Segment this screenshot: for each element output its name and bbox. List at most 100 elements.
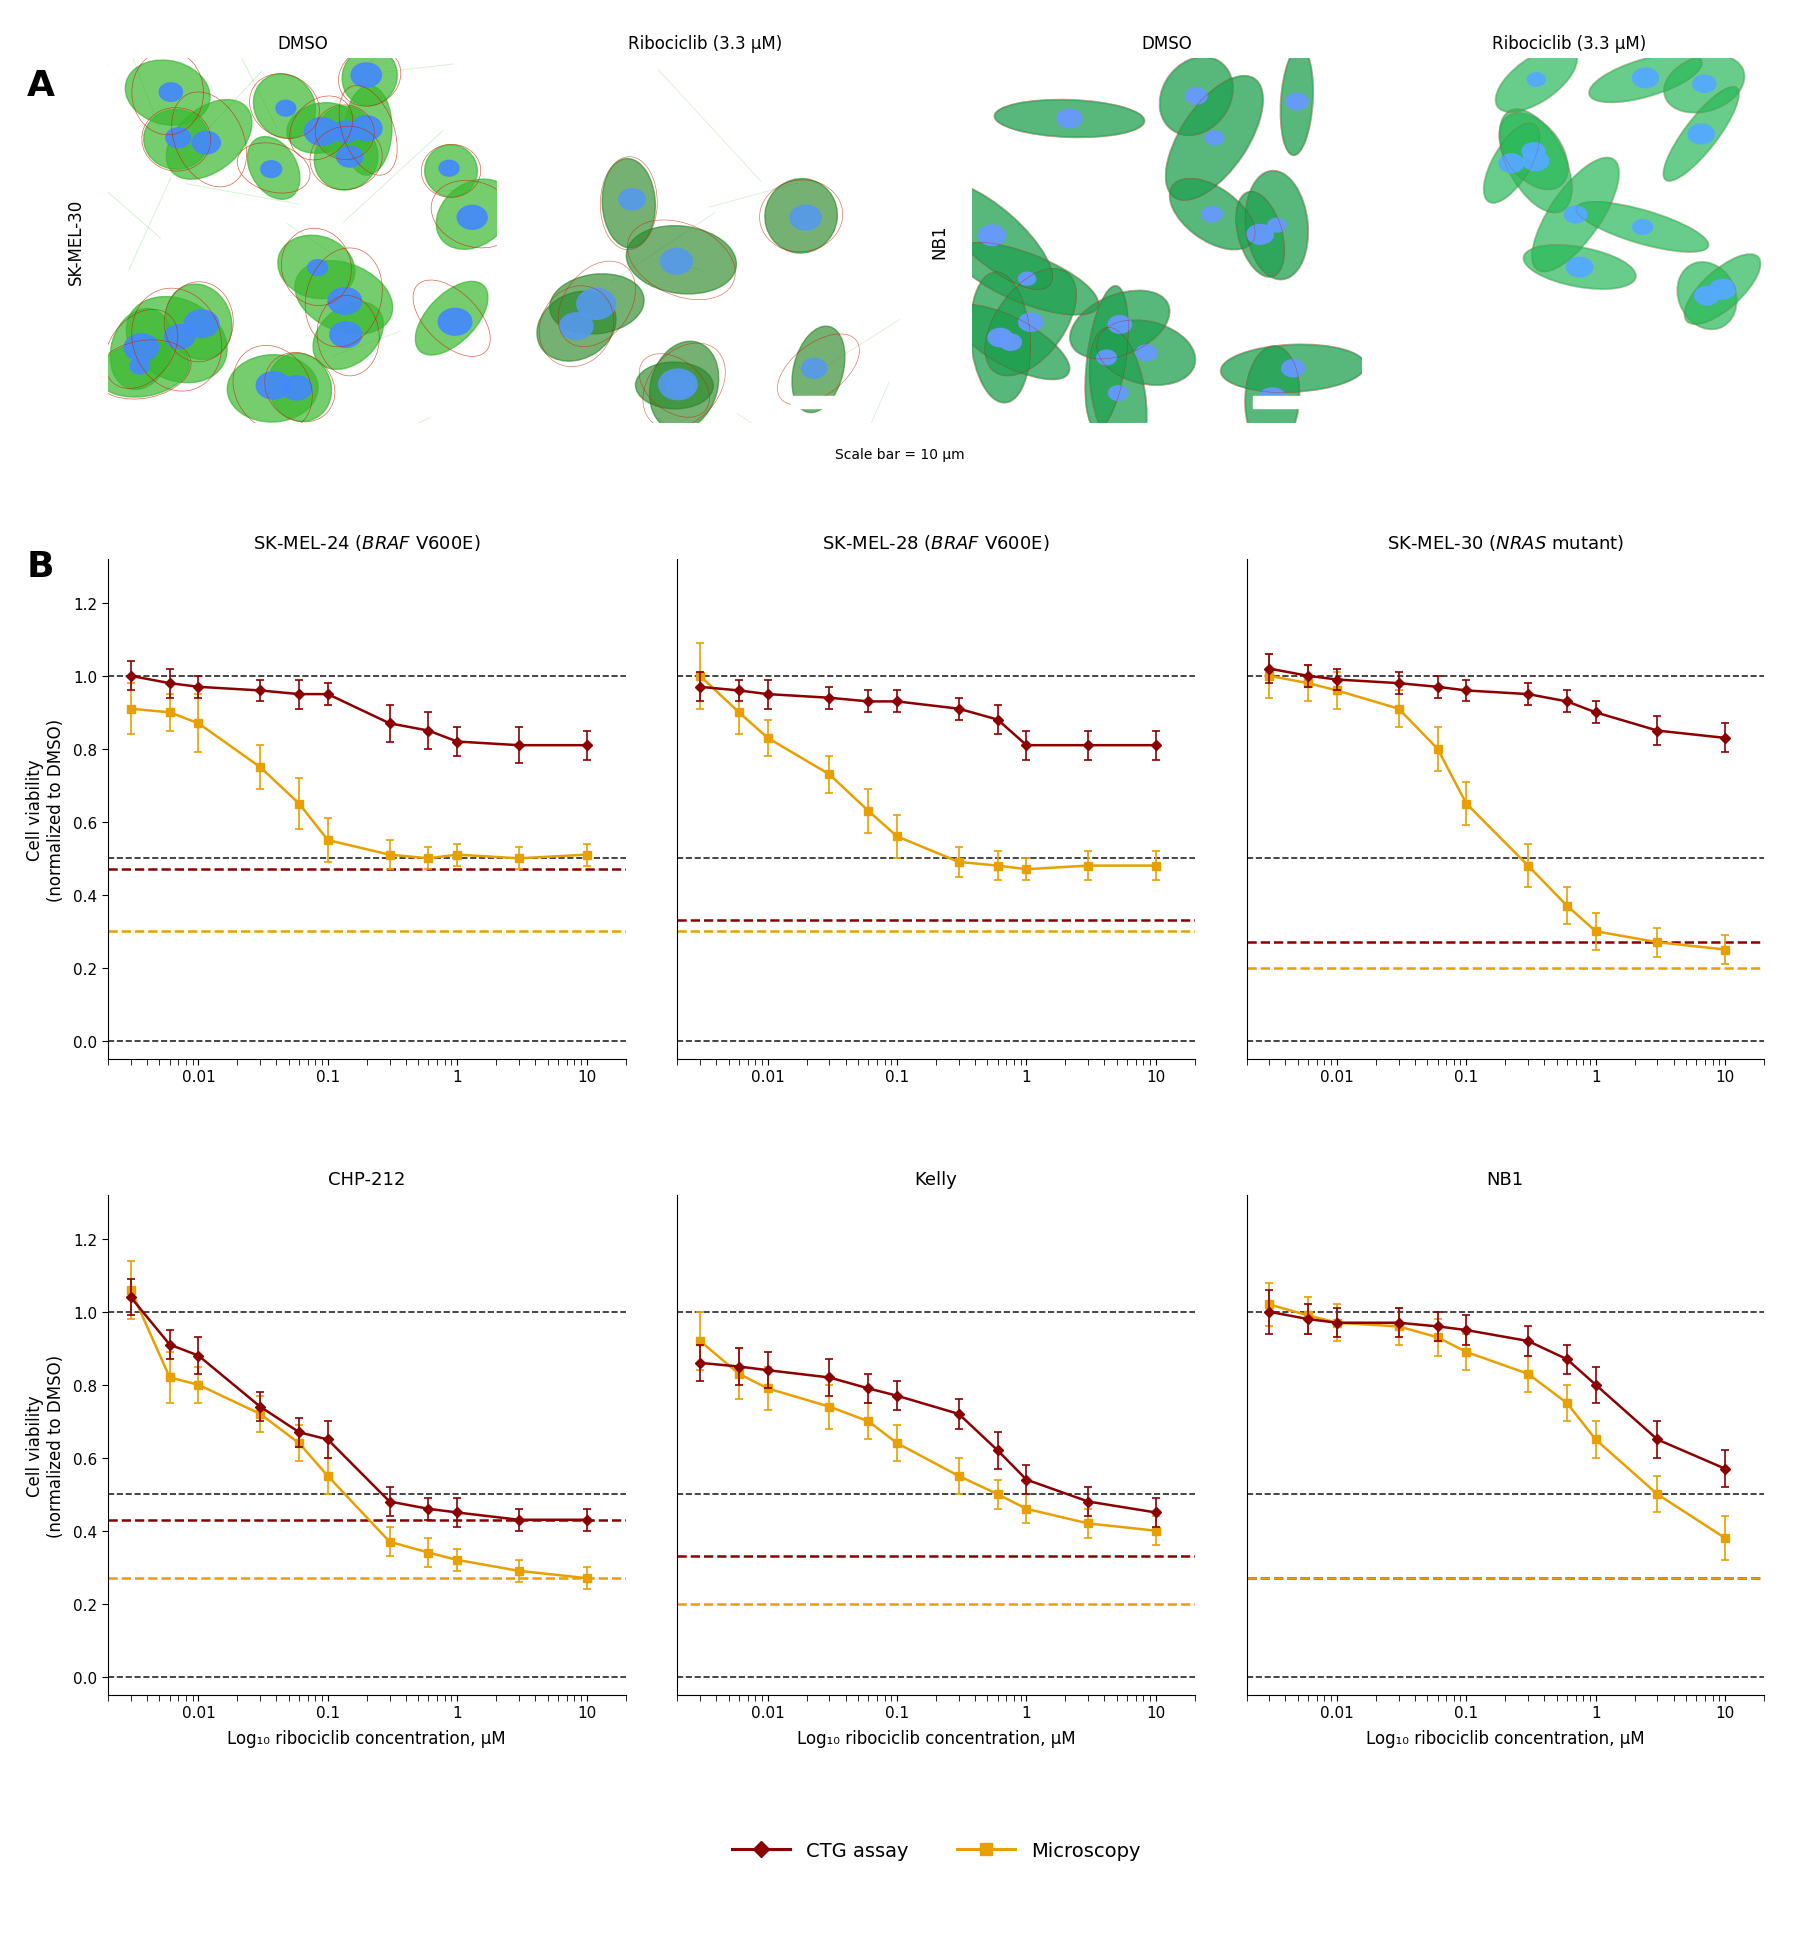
Ellipse shape <box>331 121 360 143</box>
Ellipse shape <box>1496 49 1577 114</box>
Ellipse shape <box>1170 180 1255 250</box>
Ellipse shape <box>281 376 311 401</box>
X-axis label: Log₁₀ ribociclib concentration, μM: Log₁₀ ribociclib concentration, μM <box>1366 1728 1645 1748</box>
Ellipse shape <box>254 74 315 139</box>
Ellipse shape <box>1692 76 1715 94</box>
Bar <box>1654 397 1737 409</box>
Text: DMSO: DMSO <box>1141 35 1192 53</box>
Text: A: A <box>27 68 56 102</box>
Y-axis label: Cell viability
(normalized to DMSO): Cell viability (normalized to DMSO) <box>27 1354 65 1536</box>
Ellipse shape <box>1136 346 1157 362</box>
Ellipse shape <box>1525 247 1636 290</box>
Ellipse shape <box>1663 88 1739 182</box>
Ellipse shape <box>166 100 252 180</box>
Ellipse shape <box>1282 49 1312 157</box>
Ellipse shape <box>986 270 1076 376</box>
Ellipse shape <box>439 160 459 176</box>
Title: CHP-212: CHP-212 <box>328 1170 405 1188</box>
Ellipse shape <box>164 325 194 350</box>
Ellipse shape <box>1109 387 1129 401</box>
Ellipse shape <box>1098 321 1195 386</box>
Ellipse shape <box>1019 274 1035 286</box>
Ellipse shape <box>158 84 182 102</box>
Ellipse shape <box>193 133 220 155</box>
Ellipse shape <box>932 182 1051 290</box>
Text: Ribociclib (3.3 μM): Ribociclib (3.3 μM) <box>1492 35 1647 53</box>
Ellipse shape <box>1633 68 1658 88</box>
Ellipse shape <box>126 61 211 125</box>
Ellipse shape <box>329 323 362 348</box>
Text: Scale bar = 10 μm: Scale bar = 10 μm <box>835 448 965 462</box>
Ellipse shape <box>1532 159 1618 272</box>
Ellipse shape <box>1096 350 1116 366</box>
Ellipse shape <box>275 102 295 117</box>
Ellipse shape <box>1166 76 1264 200</box>
Text: NB1: NB1 <box>931 223 949 258</box>
Ellipse shape <box>635 362 713 409</box>
Ellipse shape <box>995 102 1145 139</box>
Ellipse shape <box>304 119 338 147</box>
Ellipse shape <box>1246 348 1300 450</box>
Ellipse shape <box>286 104 356 155</box>
Ellipse shape <box>1206 131 1224 145</box>
Ellipse shape <box>1526 74 1546 88</box>
Ellipse shape <box>97 342 189 397</box>
Title: Kelly: Kelly <box>914 1170 958 1188</box>
Text: Ribociclib (3.3 μM): Ribociclib (3.3 μM) <box>628 35 783 53</box>
Ellipse shape <box>344 86 392 176</box>
Ellipse shape <box>295 262 392 335</box>
Ellipse shape <box>1285 94 1309 112</box>
Legend: CTG assay, Microscopy: CTG assay, Microscopy <box>733 1842 1139 1859</box>
Ellipse shape <box>437 309 472 337</box>
Title: NB1: NB1 <box>1487 1170 1525 1188</box>
Ellipse shape <box>619 190 644 211</box>
Ellipse shape <box>801 360 826 380</box>
Ellipse shape <box>1564 207 1588 223</box>
Ellipse shape <box>1577 204 1708 252</box>
Ellipse shape <box>1071 292 1170 358</box>
Ellipse shape <box>790 205 821 231</box>
Ellipse shape <box>184 311 220 339</box>
Ellipse shape <box>1483 125 1539 204</box>
Ellipse shape <box>661 249 693 274</box>
Ellipse shape <box>351 65 382 88</box>
Ellipse shape <box>1523 143 1544 160</box>
Ellipse shape <box>1499 110 1571 213</box>
Ellipse shape <box>988 329 1012 348</box>
Ellipse shape <box>1499 155 1525 174</box>
Ellipse shape <box>1710 280 1735 299</box>
Ellipse shape <box>999 335 1021 350</box>
Ellipse shape <box>1246 172 1309 280</box>
Ellipse shape <box>351 117 382 141</box>
X-axis label: Log₁₀ ribociclib concentration, μM: Log₁₀ ribociclib concentration, μM <box>797 1728 1075 1748</box>
Bar <box>1253 397 1334 409</box>
Ellipse shape <box>308 260 328 276</box>
Ellipse shape <box>1247 225 1273 245</box>
Ellipse shape <box>956 245 1098 315</box>
Ellipse shape <box>261 162 281 178</box>
Ellipse shape <box>277 237 355 299</box>
Ellipse shape <box>765 180 837 254</box>
Ellipse shape <box>970 274 1030 403</box>
Ellipse shape <box>650 342 718 431</box>
Y-axis label: Cell viability
(normalized to DMSO): Cell viability (normalized to DMSO) <box>27 718 65 900</box>
Ellipse shape <box>1589 55 1701 104</box>
Ellipse shape <box>603 159 655 249</box>
Ellipse shape <box>457 205 488 231</box>
Title: SK-MEL-24 ($\it{BRAF}$ V600E): SK-MEL-24 ($\it{BRAF}$ V600E) <box>254 532 481 552</box>
Ellipse shape <box>576 290 616 321</box>
Ellipse shape <box>1159 59 1233 135</box>
Ellipse shape <box>666 374 695 397</box>
Ellipse shape <box>144 110 209 170</box>
Ellipse shape <box>130 358 149 374</box>
Ellipse shape <box>1267 219 1285 233</box>
Bar <box>389 397 470 409</box>
Ellipse shape <box>313 303 383 370</box>
Ellipse shape <box>1085 288 1127 429</box>
Ellipse shape <box>166 286 232 360</box>
Ellipse shape <box>1688 125 1714 145</box>
Ellipse shape <box>549 274 644 335</box>
Ellipse shape <box>1566 258 1593 278</box>
Ellipse shape <box>1678 262 1737 331</box>
Ellipse shape <box>626 227 736 296</box>
